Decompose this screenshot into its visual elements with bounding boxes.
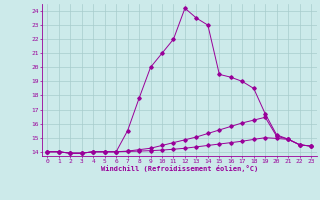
X-axis label: Windchill (Refroidissement éolien,°C): Windchill (Refroidissement éolien,°C)	[100, 165, 258, 172]
